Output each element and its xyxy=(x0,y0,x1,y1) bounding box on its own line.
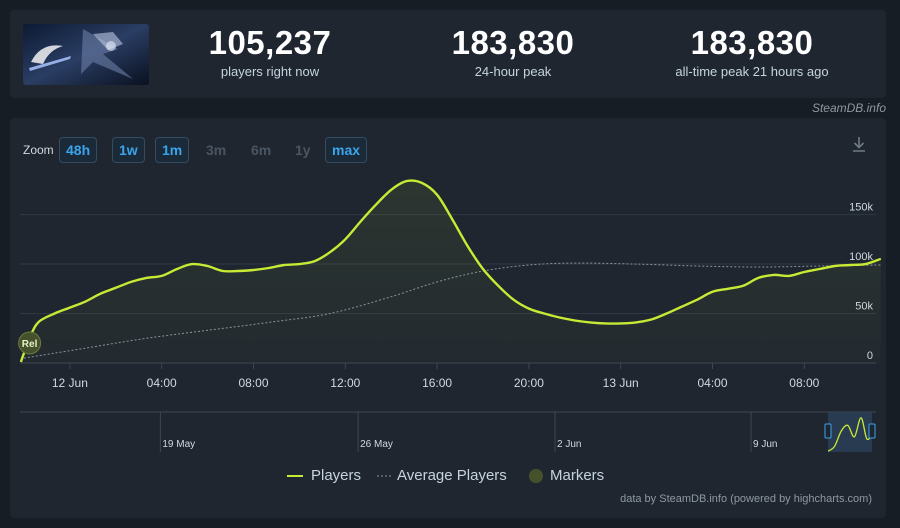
zoom-max-button[interactable]: max xyxy=(325,137,368,163)
x-tick-label: 13 Jun xyxy=(603,376,639,390)
navigator[interactable]: 19 May 26 May 2 Jun 9 Jun xyxy=(20,411,876,452)
x-tick-label: 20:00 xyxy=(514,376,544,390)
y-tick-label: 150k xyxy=(849,202,873,214)
navigator-date-label: 26 May xyxy=(360,439,393,450)
navigator-date-label: 19 May xyxy=(162,439,195,450)
zoom-48h-button[interactable]: 48h xyxy=(59,137,98,163)
legend-markers[interactable]: Markers xyxy=(528,467,604,484)
stats-card: 105,237 players right now 183,830 24-hou… xyxy=(10,10,886,98)
chart-card: Zoom 48h 1w 1m 3m 6m 1y max 050k100k150k… xyxy=(10,118,886,518)
navigator-left-handle[interactable] xyxy=(824,423,832,439)
players-area xyxy=(20,180,881,363)
zoom-1w-button[interactable]: 1w xyxy=(112,137,145,163)
zoom-1y-button: 1y xyxy=(295,142,311,158)
legend-average-players[interactable]: Average Players xyxy=(377,467,507,484)
source-label[interactable]: SteamDB.info xyxy=(811,101,886,115)
x-tick-label: 12 Jun xyxy=(52,376,88,390)
x-tick-label: 04:00 xyxy=(697,376,727,390)
markers-legend-swatch xyxy=(529,468,543,483)
zoom-3m-button: 3m xyxy=(206,142,227,158)
current-players-value: 105,237 xyxy=(208,24,332,61)
stat-24h-peak: 183,830 24-hour peak xyxy=(403,24,623,79)
navigator-right-handle[interactable] xyxy=(868,423,876,439)
release-marker[interactable]: Rel xyxy=(18,331,42,355)
peak-24h-value: 183,830 xyxy=(451,24,575,61)
x-tick-label: 12:00 xyxy=(330,376,360,390)
average-legend-swatch xyxy=(377,475,393,476)
average-players-line[interactable] xyxy=(23,262,881,359)
stat-current-players: 105,237 players right now xyxy=(160,24,380,79)
legend-players-label: Players xyxy=(311,467,362,484)
x-tick-label: 08:00 xyxy=(238,376,268,390)
navigator-date-label: 9 Jun xyxy=(753,439,777,450)
game-thumbnail[interactable] xyxy=(23,24,149,85)
zoom-1m-button[interactable]: 1m xyxy=(155,137,190,163)
navigator-date-label: 2 Jun xyxy=(557,439,581,450)
all-time-peak-label: all-time peak 21 hours ago xyxy=(675,64,829,79)
game-artwork-icon xyxy=(23,24,149,85)
x-tick-label: 08:00 xyxy=(789,376,819,390)
stat-all-time-peak: 183,830 all-time peak 21 hours ago xyxy=(642,24,862,79)
players-line[interactable] xyxy=(19,179,882,363)
all-time-peak-value: 183,830 xyxy=(690,24,814,61)
download-icon[interactable] xyxy=(850,135,868,153)
current-players-label: players right now xyxy=(220,64,320,79)
legend-players[interactable]: Players xyxy=(287,467,361,484)
x-tick-label: 16:00 xyxy=(422,376,452,390)
player-count-chart: 050k100k150k 12 Jun04:0008:0012:0016:002… xyxy=(18,179,882,452)
event-markers[interactable]: Rel xyxy=(18,331,42,355)
legend-markers-label: Markers xyxy=(550,467,605,484)
zoom-6m-button: 6m xyxy=(251,142,272,158)
players-legend-swatch xyxy=(287,474,303,477)
peak-24h-label: 24-hour peak xyxy=(474,64,552,79)
y-tick-label: 100k xyxy=(849,251,873,263)
legend-average-label: Average Players xyxy=(397,467,507,484)
x-tick-label: 04:00 xyxy=(147,376,177,390)
x-axis-ticks: 12 Jun 04:00 08:00 12:00 16:00 20:00 13 Jun 04:… xyxy=(52,363,820,390)
credit-text[interactable]: data by SteamDB.info (powered by highcha… xyxy=(620,493,872,505)
marker-label: Rel xyxy=(22,339,38,350)
zoom-label: Zoom xyxy=(23,143,54,157)
